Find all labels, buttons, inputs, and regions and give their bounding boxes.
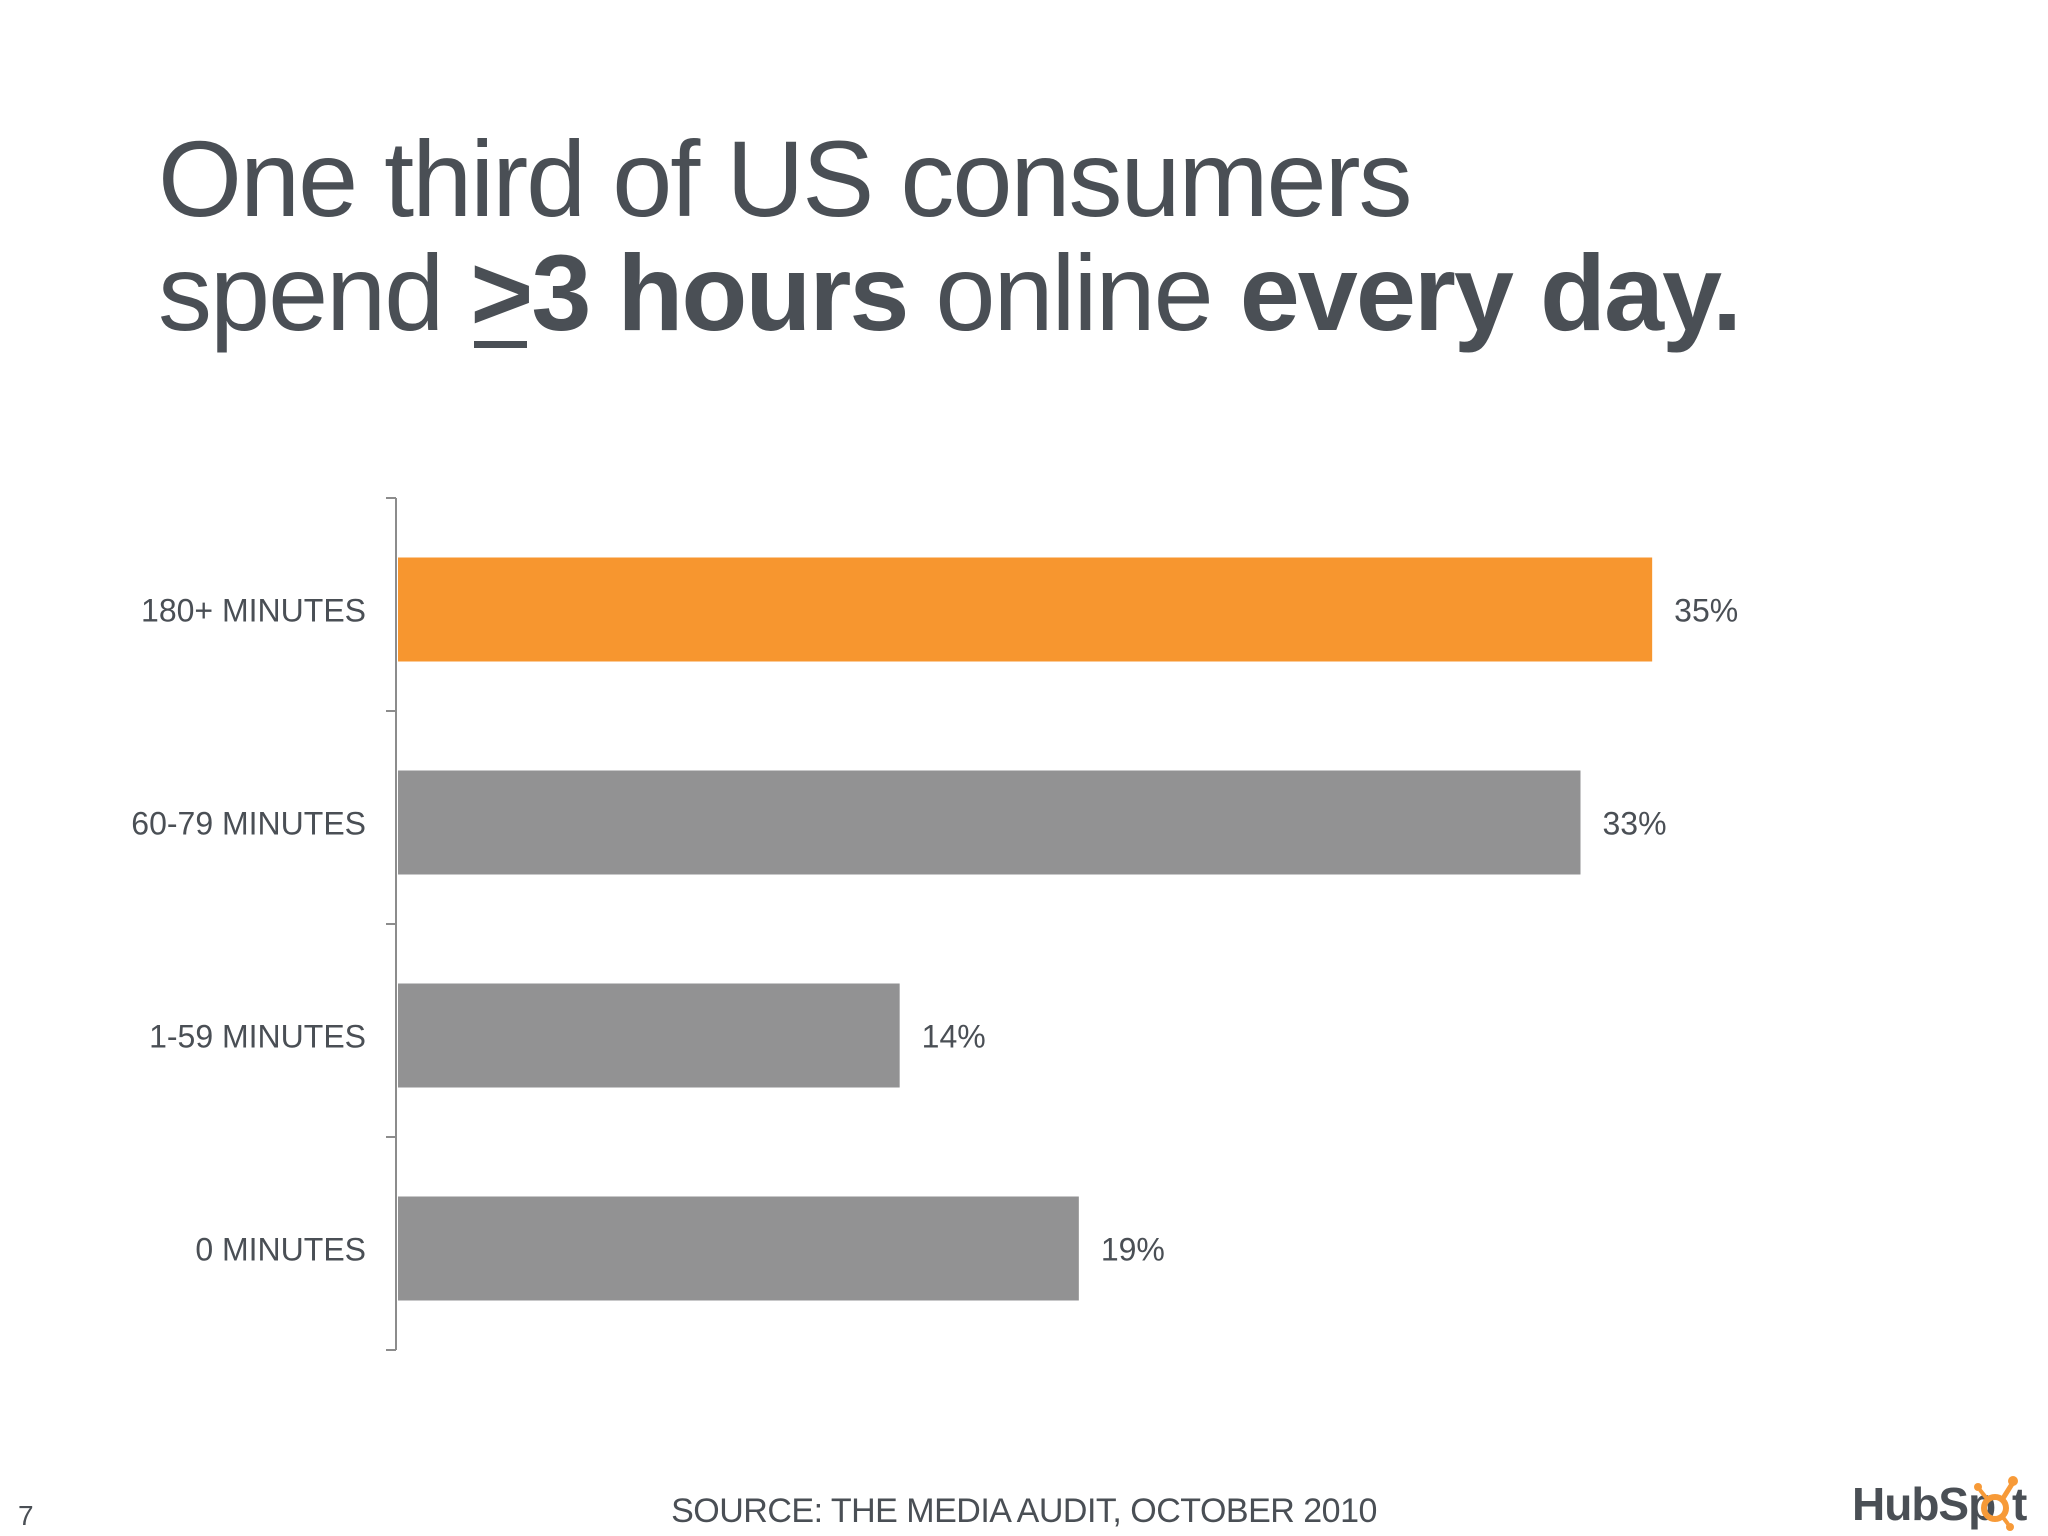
title-text-online: online <box>907 232 1240 353</box>
slide-title: One third of US consumers spend >3 hours… <box>158 122 1958 350</box>
greater-equal-symbol: > <box>470 232 533 353</box>
hubspot-logo: HubSp t <box>1852 1476 2027 1531</box>
page-number: 7 <box>18 1500 34 1531</box>
value-label: 33% <box>1603 806 1667 842</box>
bar-0 <box>398 557 1653 662</box>
bar-3 <box>398 1196 1079 1301</box>
source-caption: SOURCE: THE MEDIA AUDIT, OCTOBER 2010 <box>671 1492 1377 1530</box>
sprocket-icon <box>1974 1476 2018 1531</box>
category-label: 180+ MINUTES <box>141 593 366 629</box>
value-label: 35% <box>1674 593 1738 629</box>
value-label: 19% <box>1101 1232 1165 1268</box>
value-label: 14% <box>922 1019 986 1055</box>
bar-2 <box>398 983 900 1088</box>
title-bold-every-day: every day. <box>1239 232 1742 353</box>
title-bold-hours: 3 hours <box>531 232 909 353</box>
logo-text-part2: t <box>2012 1478 2027 1530</box>
category-label: 1-59 MINUTES <box>149 1019 366 1055</box>
title-line-1: One third of US consumers <box>158 118 1413 239</box>
title-text-spend: spend <box>158 232 471 353</box>
bar-chart: 180+ MINUTES 35% 60-79 MINUTES 33% 1-59 MINU… <box>131 497 1738 1351</box>
bar-1 <box>398 770 1581 875</box>
category-label: 60-79 MINUTES <box>131 806 366 842</box>
title-line-2: spend >3 hours online every day. <box>158 236 1958 350</box>
logo-text-part1: HubSp <box>1852 1478 1995 1530</box>
category-label: 0 MINUTES <box>195 1232 366 1268</box>
